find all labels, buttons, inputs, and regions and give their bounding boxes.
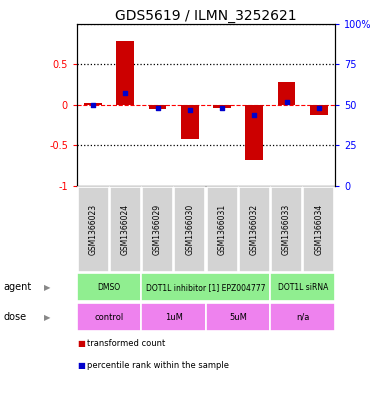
Text: GSM1366024: GSM1366024 bbox=[121, 204, 130, 255]
Text: DMSO: DMSO bbox=[98, 283, 121, 292]
FancyBboxPatch shape bbox=[303, 187, 334, 272]
Title: GDS5619 / ILMN_3252621: GDS5619 / ILMN_3252621 bbox=[115, 9, 297, 22]
FancyBboxPatch shape bbox=[141, 274, 270, 301]
Text: GSM1366032: GSM1366032 bbox=[250, 204, 259, 255]
Text: agent: agent bbox=[4, 283, 32, 292]
Text: GSM1366023: GSM1366023 bbox=[89, 204, 98, 255]
Bar bbox=[310, 105, 328, 114]
Point bbox=[316, 105, 322, 111]
FancyBboxPatch shape bbox=[270, 303, 335, 331]
Text: 5uM: 5uM bbox=[229, 313, 247, 322]
Text: GSM1366030: GSM1366030 bbox=[185, 204, 194, 255]
Text: ▶: ▶ bbox=[44, 283, 51, 292]
Point bbox=[251, 111, 258, 118]
Bar bbox=[117, 41, 134, 105]
Text: GSM1366029: GSM1366029 bbox=[153, 204, 162, 255]
Bar bbox=[246, 105, 263, 160]
FancyBboxPatch shape bbox=[271, 187, 302, 272]
FancyBboxPatch shape bbox=[77, 274, 141, 301]
FancyBboxPatch shape bbox=[206, 303, 270, 331]
FancyBboxPatch shape bbox=[110, 187, 141, 272]
Text: n/a: n/a bbox=[296, 313, 310, 322]
FancyBboxPatch shape bbox=[78, 187, 109, 272]
Point bbox=[90, 102, 96, 108]
Text: ■: ■ bbox=[77, 340, 85, 348]
Text: DOT1L siRNA: DOT1L siRNA bbox=[278, 283, 328, 292]
Text: control: control bbox=[95, 313, 124, 322]
Text: DOT1L inhibitor [1] EPZ004777: DOT1L inhibitor [1] EPZ004777 bbox=[146, 283, 266, 292]
Text: GSM1366031: GSM1366031 bbox=[218, 204, 227, 255]
Bar bbox=[181, 105, 199, 139]
Bar bbox=[213, 105, 231, 108]
Point bbox=[122, 90, 129, 97]
FancyBboxPatch shape bbox=[270, 274, 335, 301]
FancyBboxPatch shape bbox=[141, 303, 206, 331]
FancyBboxPatch shape bbox=[239, 187, 270, 272]
FancyBboxPatch shape bbox=[77, 303, 141, 331]
FancyBboxPatch shape bbox=[207, 187, 238, 272]
FancyBboxPatch shape bbox=[174, 187, 205, 272]
FancyBboxPatch shape bbox=[142, 187, 173, 272]
Bar bbox=[149, 105, 166, 109]
Text: transformed count: transformed count bbox=[87, 340, 165, 348]
Bar bbox=[84, 103, 102, 105]
Text: GSM1366034: GSM1366034 bbox=[314, 204, 323, 255]
Text: ▶: ▶ bbox=[44, 313, 51, 322]
Text: 1uM: 1uM bbox=[165, 313, 182, 322]
Point bbox=[187, 107, 193, 113]
Point bbox=[219, 105, 225, 111]
Text: percentile rank within the sample: percentile rank within the sample bbox=[87, 361, 229, 370]
Point bbox=[283, 98, 290, 105]
Text: GSM1366033: GSM1366033 bbox=[282, 204, 291, 255]
Text: dose: dose bbox=[4, 312, 27, 322]
Bar bbox=[278, 82, 295, 105]
Point bbox=[154, 105, 161, 111]
Text: ■: ■ bbox=[77, 361, 85, 370]
